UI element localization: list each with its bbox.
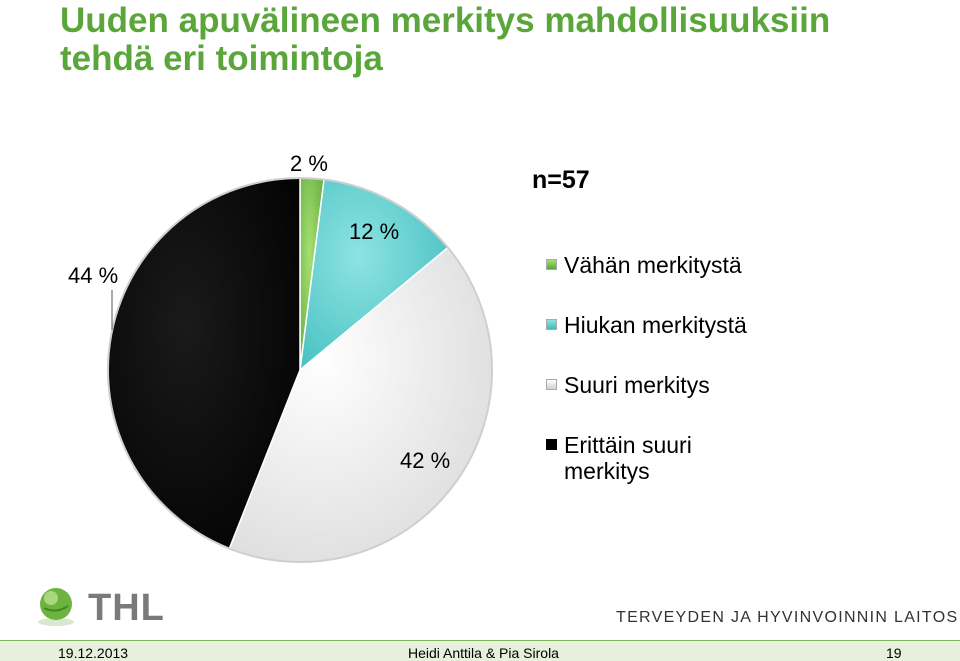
- slice-label-suuri: 42 %: [400, 448, 451, 473]
- legend-item-suuri: Suuri merkitys: [546, 372, 806, 398]
- slide-title-line-2: tehdä eri toimintoja: [60, 39, 383, 78]
- footer-author: Heidi Anttila & Pia Sirola: [408, 645, 559, 661]
- slide-title: Uuden apuvälineen merkitys mahdollisuuks…: [60, 2, 940, 78]
- footer-divider: [0, 640, 960, 641]
- legend-item-erittain: Erittäin suuri merkitys: [546, 432, 744, 484]
- footer-page-number: 19: [886, 645, 902, 661]
- legend-item-hiukan: Hiukan merkitystä: [546, 312, 806, 338]
- legend-item-vahan: Vähän merkitystä: [546, 252, 806, 278]
- legend-swatch: [546, 439, 557, 450]
- legend-swatch: [546, 379, 557, 390]
- legend-label: Suuri merkitys: [564, 372, 710, 398]
- organization-name: TERVEYDEN JA HYVINVOINNIN LAITOS: [616, 609, 959, 626]
- logo-text: THL: [88, 587, 165, 629]
- legend-label: Hiukan merkitystä: [564, 312, 747, 338]
- footer-bar: [0, 641, 960, 661]
- footer-date: 19.12.2013: [58, 645, 129, 661]
- slice-label-hiukan: 12 %: [349, 219, 400, 244]
- thl-globe-logo-icon: [38, 588, 74, 626]
- legend-label: Vähän merkitystä: [564, 252, 742, 278]
- legend-label: Erittäin suuri merkitys: [564, 432, 692, 484]
- pie-outline: [107, 177, 493, 563]
- slice-label-erittain: 44 %: [68, 263, 119, 288]
- legend-swatch: [546, 319, 557, 330]
- slice-label-vahan: 2 %: [290, 151, 328, 176]
- chart-legend: Vähän merkitystä Hiukan merkitystä Suuri…: [546, 252, 806, 484]
- slide-title-line-1: Uuden apuvälineen merkitys mahdollisuuks…: [60, 1, 831, 40]
- legend-swatch: [546, 259, 557, 270]
- sample-size-label: n=57: [532, 166, 590, 194]
